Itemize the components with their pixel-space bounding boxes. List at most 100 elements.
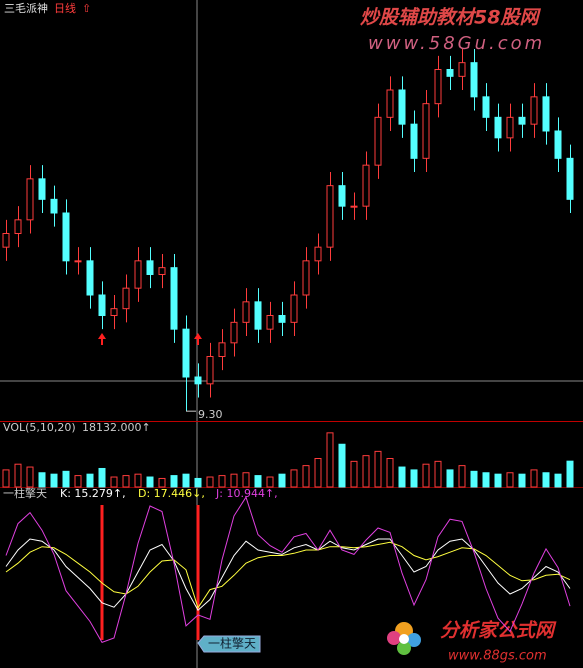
indicator-title: 一柱擎天	[3, 486, 47, 500]
indicator-name: 三毛派神	[4, 1, 48, 15]
volume-bar	[338, 443, 346, 488]
volume-bar	[506, 472, 514, 488]
candle-body	[230, 321, 238, 344]
candle-body	[242, 301, 250, 323]
volume-bar	[230, 473, 238, 488]
legend-entry: K: 15.279↑,	[60, 487, 126, 500]
signal-arrow	[194, 333, 202, 345]
indicator-line	[5, 496, 571, 644]
signal-bar	[196, 505, 200, 640]
callout-label: 一柱擎天	[208, 636, 256, 651]
signal-bar	[100, 505, 104, 640]
volume-bar	[494, 473, 502, 488]
volume-bar	[482, 472, 490, 488]
volume-bar	[26, 466, 34, 488]
indicator-line	[5, 538, 571, 611]
watermark-bottom: 分析家公式网	[440, 620, 557, 642]
candle-body	[566, 157, 574, 200]
volume-bar	[314, 458, 322, 488]
candle-body	[254, 301, 262, 330]
candle-body	[182, 328, 190, 378]
volume-bar	[326, 432, 334, 488]
candle-body	[386, 89, 394, 118]
volume-bar	[206, 476, 214, 488]
volume-bar	[410, 469, 418, 488]
volume-bar	[266, 476, 274, 488]
candle-body	[482, 96, 490, 118]
candle-body	[410, 123, 418, 159]
candle-body	[146, 260, 154, 276]
candle-body	[38, 178, 46, 200]
candle-body	[158, 267, 166, 275]
volume-bar	[350, 460, 358, 488]
low-label: 9.30	[198, 408, 223, 421]
volume-bar	[290, 469, 298, 488]
volume-bar	[2, 469, 10, 488]
volume-bar	[434, 460, 442, 488]
period: 日线	[54, 1, 76, 15]
candle-body	[278, 315, 286, 323]
candle-body	[326, 185, 334, 248]
volume-bar	[302, 465, 310, 488]
volume-bar	[422, 463, 430, 488]
volume-bar	[146, 476, 154, 488]
period-arrow: ⇧	[82, 2, 91, 15]
volume-bar	[362, 455, 370, 488]
candle-body	[350, 205, 358, 208]
candle-body	[14, 219, 22, 234]
candle-body	[74, 260, 82, 263]
candle-body	[266, 315, 274, 330]
candle-body	[470, 62, 478, 98]
volume-title: VOL(5,10,20)	[3, 421, 76, 434]
volume-bar	[62, 470, 70, 488]
candle-body	[398, 89, 406, 125]
candle-body	[170, 267, 178, 330]
volume-bar	[566, 460, 574, 488]
volume-bar	[554, 473, 562, 488]
volume-bar	[182, 473, 190, 488]
volume-bar	[446, 469, 454, 488]
candle-body	[302, 260, 310, 296]
watermark-url: www.58Gu.com	[368, 33, 545, 54]
volume-bar	[530, 469, 538, 488]
volume-bar	[50, 473, 58, 488]
volume-bar	[38, 472, 46, 488]
volume-bar	[98, 467, 106, 488]
volume-bar	[110, 476, 118, 488]
candle-body	[218, 342, 226, 358]
candle-body	[374, 116, 382, 166]
indicator-line	[5, 541, 571, 609]
logo-icon	[387, 622, 421, 655]
volume-bar	[254, 475, 262, 488]
candle-body	[446, 69, 454, 77]
volume-readout: 18132.000↑	[82, 421, 151, 434]
candle-body	[458, 62, 466, 77]
volume-bar	[14, 463, 22, 488]
volume-bar	[470, 470, 478, 488]
candle-body	[530, 96, 538, 125]
candle-body	[506, 116, 514, 139]
volume-bar	[170, 475, 178, 488]
volume-bar	[242, 472, 250, 488]
candle-body	[434, 69, 442, 105]
candle-body	[194, 376, 202, 385]
volume-bar	[398, 466, 406, 488]
candle-body	[554, 130, 562, 159]
candle-body	[362, 164, 370, 207]
volume-bar	[458, 465, 466, 488]
legend-entry: J: 10.944↑,	[215, 487, 278, 500]
watermark-title: 炒股辅助教材58股网	[360, 7, 541, 29]
candle-body	[98, 294, 106, 316]
callout-box	[197, 635, 261, 653]
volume-bar	[74, 475, 82, 488]
legend-entry: D: 17.446↓,	[138, 487, 205, 500]
candle-body	[314, 246, 322, 262]
candle-body	[26, 178, 34, 221]
volume-bar	[86, 473, 94, 488]
candle-body	[494, 116, 502, 139]
candle-body	[542, 96, 550, 132]
volume-bar	[122, 475, 130, 488]
candle-body	[2, 233, 10, 248]
volume-bar	[194, 477, 202, 488]
